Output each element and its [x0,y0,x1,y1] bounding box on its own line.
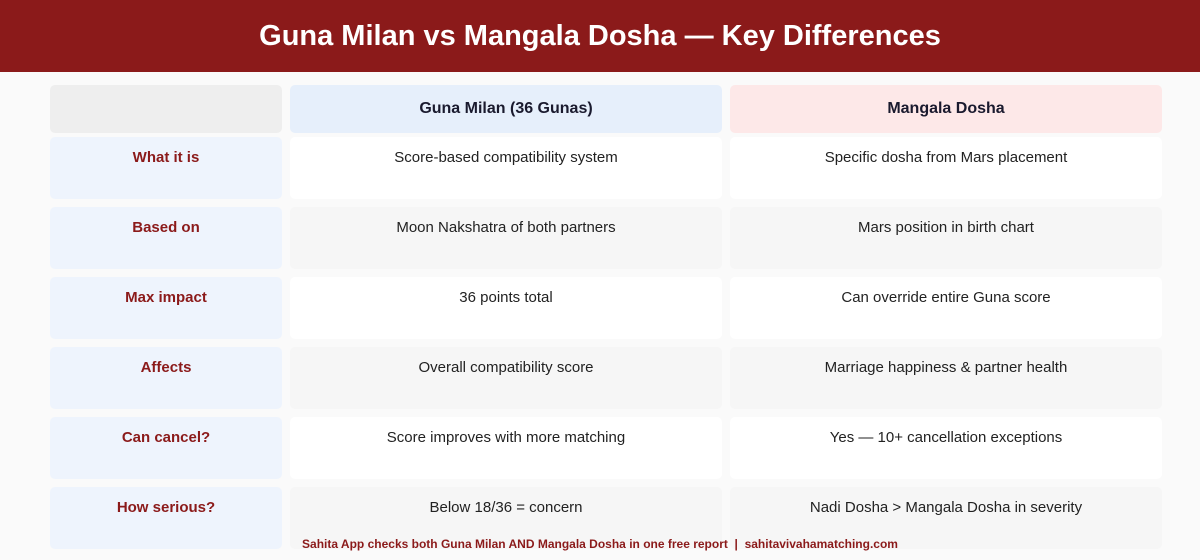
title-banner: Guna Milan vs Mangala Dosha — Key Differ… [0,0,1200,72]
guna-value: Score-based compatibility system [290,137,722,199]
guna-value: Moon Nakshatra of both partners [290,207,722,269]
page-title: Guna Milan vs Mangala Dosha — Key Differ… [259,19,941,52]
header-empty-cell [50,85,282,133]
column-header-mangala-dosha: Mangala Dosha [730,85,1162,133]
row-label: Based on [50,207,282,269]
mangala-value: Nadi Dosha > Mangala Dosha in severity [730,487,1162,549]
guna-value: Overall compatibility score [290,347,722,409]
guna-value: Below 18/36 = concern [290,487,722,549]
row-label: Can cancel? [50,417,282,479]
guna-value: 36 points total [290,277,722,339]
mangala-value: Specific dosha from Mars placement [730,137,1162,199]
mangala-value: Yes — 10+ cancellation exceptions [730,417,1162,479]
column-header-guna-milan: Guna Milan (36 Gunas) [290,85,722,133]
row-label: What it is [50,137,282,199]
row-label: Max impact [50,277,282,339]
footer-note: Sahita App checks both Guna Milan AND Ma… [302,537,898,551]
row-label: Affects [50,347,282,409]
mangala-value: Marriage happiness & partner health [730,347,1162,409]
mangala-value: Can override entire Guna score [730,277,1162,339]
guna-value: Score improves with more matching [290,417,722,479]
row-label: How serious? [50,487,282,549]
mangala-value: Mars position in birth chart [730,207,1162,269]
